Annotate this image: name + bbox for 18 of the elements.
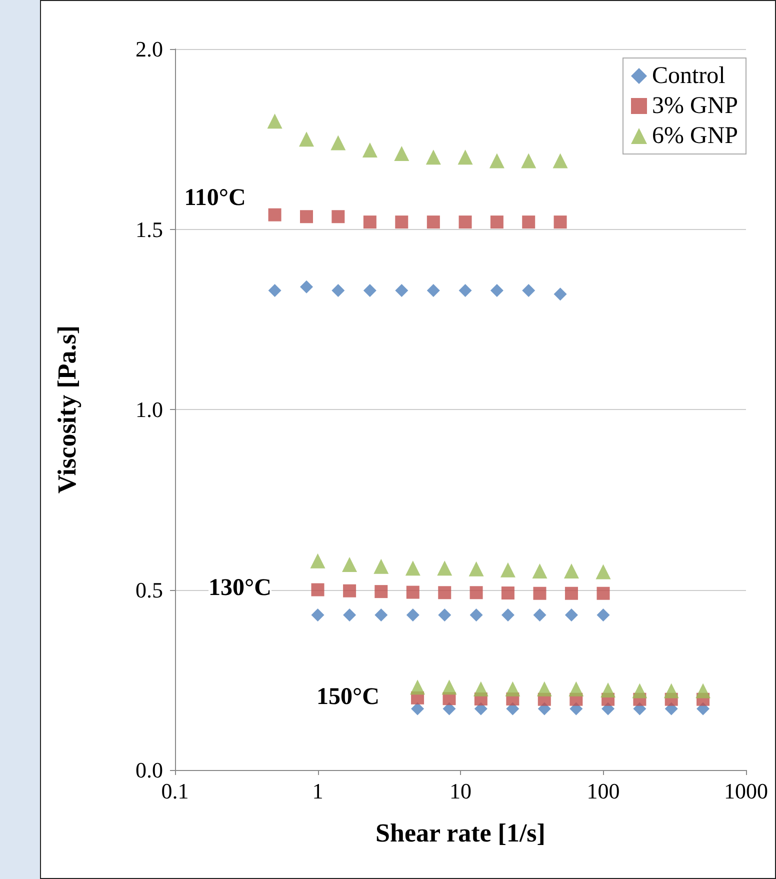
- annotation: 130°C: [208, 575, 272, 601]
- y-axis-title: Viscosity [Pa.s]: [52, 325, 82, 494]
- annotation: 110°C: [184, 185, 246, 211]
- y-tick-label: 1.5: [136, 216, 163, 242]
- x-axis-title: Shear rate [1/s]: [376, 818, 546, 848]
- legend-label: 6% GNP: [652, 123, 738, 149]
- x-tick-label: 1000: [724, 778, 768, 804]
- legend-label: 3% GNP: [652, 93, 738, 119]
- x-tick-label: 10: [450, 778, 472, 804]
- legend-label: Control: [652, 63, 726, 89]
- x-tick-label: 0.1: [161, 778, 189, 804]
- x-tick-label: 100: [586, 778, 620, 804]
- x-tick-label: 1: [312, 778, 324, 804]
- y-tick-label: 0.0: [136, 758, 163, 782]
- y-tick-label: 2.0: [136, 36, 163, 62]
- y-tick-label: 1.0: [136, 397, 163, 422]
- y-tick-label: 0.5: [136, 577, 163, 602]
- annotation: 150°C: [316, 684, 380, 710]
